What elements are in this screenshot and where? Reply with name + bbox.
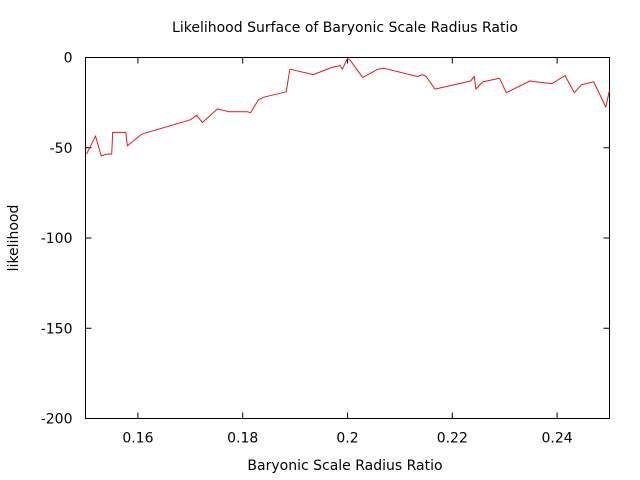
series-line xyxy=(86,57,610,157)
y-tick-label: -100 xyxy=(41,231,73,247)
chart-title: Likelihood Surface of Baryonic Scale Rad… xyxy=(172,20,518,36)
x-tick-label: 0.16 xyxy=(122,431,153,447)
x-axis-label: Baryonic Scale Radius Ratio xyxy=(247,458,442,474)
x-tick-label: 0.2 xyxy=(336,431,358,447)
y-axis-label: likelihood xyxy=(6,205,22,272)
y-tick-label: -200 xyxy=(41,412,73,428)
x-tick-label: 0.24 xyxy=(542,431,573,447)
x-tick-label: 0.18 xyxy=(227,431,258,447)
y-tick-label: -50 xyxy=(50,141,73,157)
y-tick-label: 0 xyxy=(64,51,73,67)
plot-frame xyxy=(85,57,610,419)
x-axis: 0.16 0.18 0.2 0.22 0.24 xyxy=(122,57,573,447)
series-layer xyxy=(86,57,610,157)
y-tick-label: -150 xyxy=(41,321,73,337)
y-axis: 0 -50 -100 -150 -200 xyxy=(41,51,610,428)
x-tick-label: 0.22 xyxy=(437,431,468,447)
